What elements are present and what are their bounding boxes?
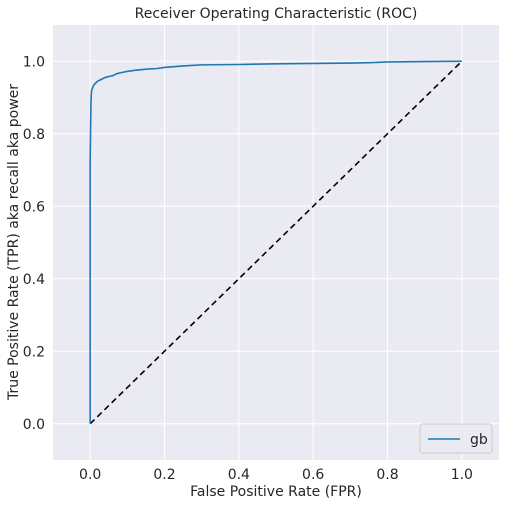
x-tick-labels: 0.0 0.2 0.4 0.6 0.8 1.0 xyxy=(79,467,473,483)
x-tick-label: 1.0 xyxy=(451,467,473,483)
y-tick-label: 0.2 xyxy=(23,344,45,360)
diagonal-reference-line xyxy=(89,60,463,425)
y-axis-label: True Positive Rate (TPR) aka recall aka … xyxy=(6,84,22,401)
y-tick-labels: 0.0 0.2 0.4 0.6 0.8 1.0 xyxy=(23,54,45,433)
legend: gb xyxy=(419,423,493,454)
y-tick-label: 0.6 xyxy=(23,199,45,215)
x-tick-label: 0.2 xyxy=(153,467,175,483)
y-tick-label: 1.0 xyxy=(23,54,45,70)
x-tick-label: 0.8 xyxy=(376,467,398,483)
x-axis-label: False Positive Rate (FPR) xyxy=(190,484,362,500)
y-tick-label: 0.0 xyxy=(23,417,45,433)
reference-line-layer xyxy=(89,60,463,425)
y-tick-label: 0.4 xyxy=(23,272,45,288)
x-tick-label: 0.4 xyxy=(228,467,250,483)
legend-label: gb xyxy=(470,432,488,448)
grid-lines xyxy=(53,25,499,460)
chart-title: Receiver Operating Characteristic (ROC) xyxy=(135,6,418,22)
x-tick-label: 0.6 xyxy=(302,467,324,483)
roc-curve-gb xyxy=(89,60,462,424)
y-tick-label: 0.8 xyxy=(23,127,45,143)
series-layer xyxy=(89,60,462,424)
x-tick-label: 0.0 xyxy=(79,467,101,483)
